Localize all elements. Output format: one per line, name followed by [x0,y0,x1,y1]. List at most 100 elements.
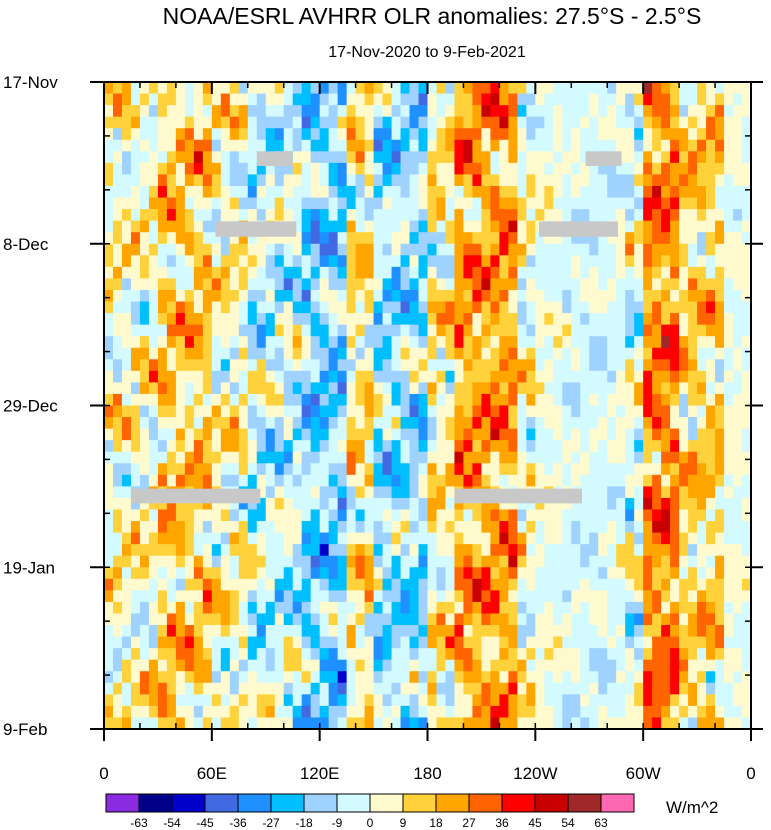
heatmap-cell [616,613,626,626]
heatmap-cell [193,313,204,326]
heatmap-cell [382,671,393,684]
heatmap-cell [670,717,680,729]
heatmap-cell [454,440,465,453]
heatmap-cell [364,93,375,106]
heatmap-cell [625,278,635,291]
heatmap-cell [328,370,339,383]
heatmap-cell [553,278,563,291]
heatmap-cell [292,544,303,557]
x-tick-label: 120W [513,764,557,783]
heatmap-cell [238,174,249,187]
heatmap-cell [247,174,258,187]
heatmap-cell [670,659,680,672]
heatmap-cell [382,393,393,407]
heatmap-cell [661,278,671,291]
heatmap-cell [319,105,330,118]
heatmap-cell [238,613,249,626]
heatmap-cell [472,578,483,591]
heatmap-cell [481,197,492,210]
heatmap-cell [535,243,545,256]
heatmap-cell [202,105,213,118]
heatmap-cell [104,705,114,719]
heatmap-cell [193,625,204,638]
heatmap-cell [310,220,321,233]
heatmap-cell [607,544,617,557]
heatmap-cell [391,151,402,164]
heatmap-cell [571,370,581,383]
heatmap-cell [652,694,662,707]
heatmap-cell [724,405,734,418]
heatmap-cell [121,185,132,199]
heatmap-cell [733,82,743,95]
heatmap-cell [742,128,751,141]
heatmap-cell [499,278,509,291]
heatmap-cell [472,567,483,580]
heatmap-cell [274,521,285,534]
heatmap-cell [517,278,527,291]
heatmap-cell [634,197,644,210]
heatmap-cell [553,174,563,187]
heatmap-cell [472,463,483,476]
heatmap-cell [643,139,653,152]
heatmap-cell [517,209,527,222]
heatmap-cell [490,601,500,615]
heatmap-cell [310,428,321,441]
heatmap-cell [490,347,500,360]
heatmap-cell [517,82,527,95]
heatmap-cell [643,197,653,210]
heatmap-cell [571,648,581,661]
heatmap-cell [310,555,321,568]
heatmap-cell [445,440,456,453]
heatmap-cell [391,162,402,176]
heatmap-cell [220,717,231,729]
heatmap-cell [715,451,725,464]
heatmap-cell [229,717,240,729]
heatmap-cell [310,347,321,360]
heatmap-cell [643,648,653,661]
heatmap-cell [427,567,438,580]
heatmap-cell [292,278,303,291]
heatmap-cell [247,151,258,164]
heatmap-cell [211,289,222,303]
heatmap-cell [571,694,581,707]
heatmap-cell [427,220,438,233]
heatmap-cell [400,440,411,453]
heatmap-cell [652,601,662,615]
heatmap-cell [148,359,159,372]
heatmap-cell [571,139,581,152]
heatmap-cell [679,359,689,372]
heatmap-cell [526,382,536,395]
heatmap-cell [346,278,357,291]
heatmap-cell [679,717,689,729]
heatmap-cell [184,174,195,187]
heatmap-cell [724,313,734,326]
heatmap-cell [337,82,348,95]
heatmap-cell [490,209,500,222]
heatmap-cell [391,393,402,407]
heatmap-cell [364,671,375,684]
heatmap-cell [562,717,572,729]
heatmap-cell [535,382,545,395]
heatmap-cell [373,324,384,337]
heatmap-cell [634,682,644,695]
heatmap-cell [733,185,743,199]
heatmap-cell [580,648,590,661]
heatmap-cell [508,313,518,326]
heatmap-cell [175,185,186,199]
heatmap-cell [373,451,384,464]
heatmap-cell [643,347,653,360]
heatmap-cell [355,359,366,372]
heatmap-cell [544,209,554,222]
heatmap-cell [571,359,581,372]
heatmap-cell [130,463,141,476]
heatmap-cell [616,671,626,684]
heatmap-cell [391,278,402,291]
heatmap-cell [661,509,671,522]
heatmap-cell [535,601,545,615]
heatmap-cell [256,463,267,476]
heatmap-cell [481,659,492,672]
heatmap-cell [625,601,635,615]
heatmap-cell [319,93,330,106]
heatmap-cell [364,590,375,603]
heatmap-cell [535,151,545,164]
